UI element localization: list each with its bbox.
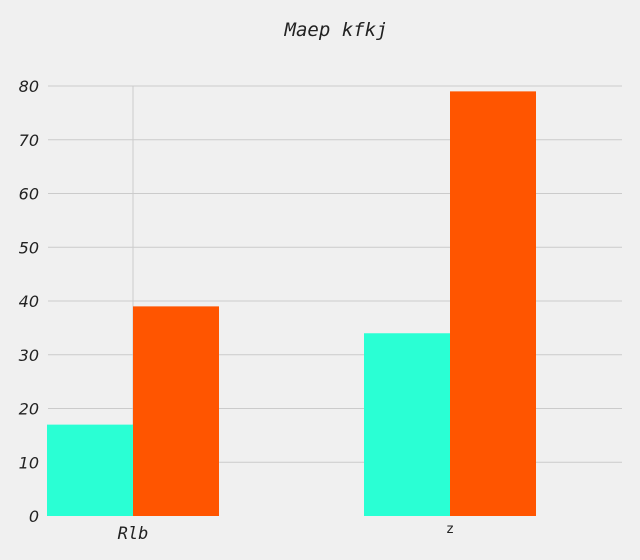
bar-Rlb-series-2 (133, 306, 219, 516)
y-tick-label: 80 (19, 77, 39, 96)
bar-Rlb-series-1 (47, 424, 133, 516)
y-tick-label: 0 (29, 507, 39, 526)
y-tick-label: 70 (19, 131, 39, 150)
chart-title: Maep kfkj (284, 19, 388, 41)
y-tick-label: 30 (19, 346, 39, 365)
x-tick-label: Rlb (118, 524, 149, 544)
y-axis-ticks: 0 10 20 30 40 50 60 70 80 (19, 77, 39, 526)
y-tick-label: 60 (19, 185, 39, 204)
y-tick-label: 20 (19, 400, 39, 419)
y-tick-label: 10 (19, 453, 39, 472)
y-tick-label: 40 (19, 292, 39, 311)
bars-layer (47, 91, 536, 516)
x-tick-label: z (447, 522, 454, 537)
bar-z-series-2 (450, 91, 536, 516)
bar-z-series-1 (364, 333, 450, 516)
y-tick-label: 50 (19, 238, 39, 257)
x-axis-ticks: Rlb z (118, 522, 454, 544)
